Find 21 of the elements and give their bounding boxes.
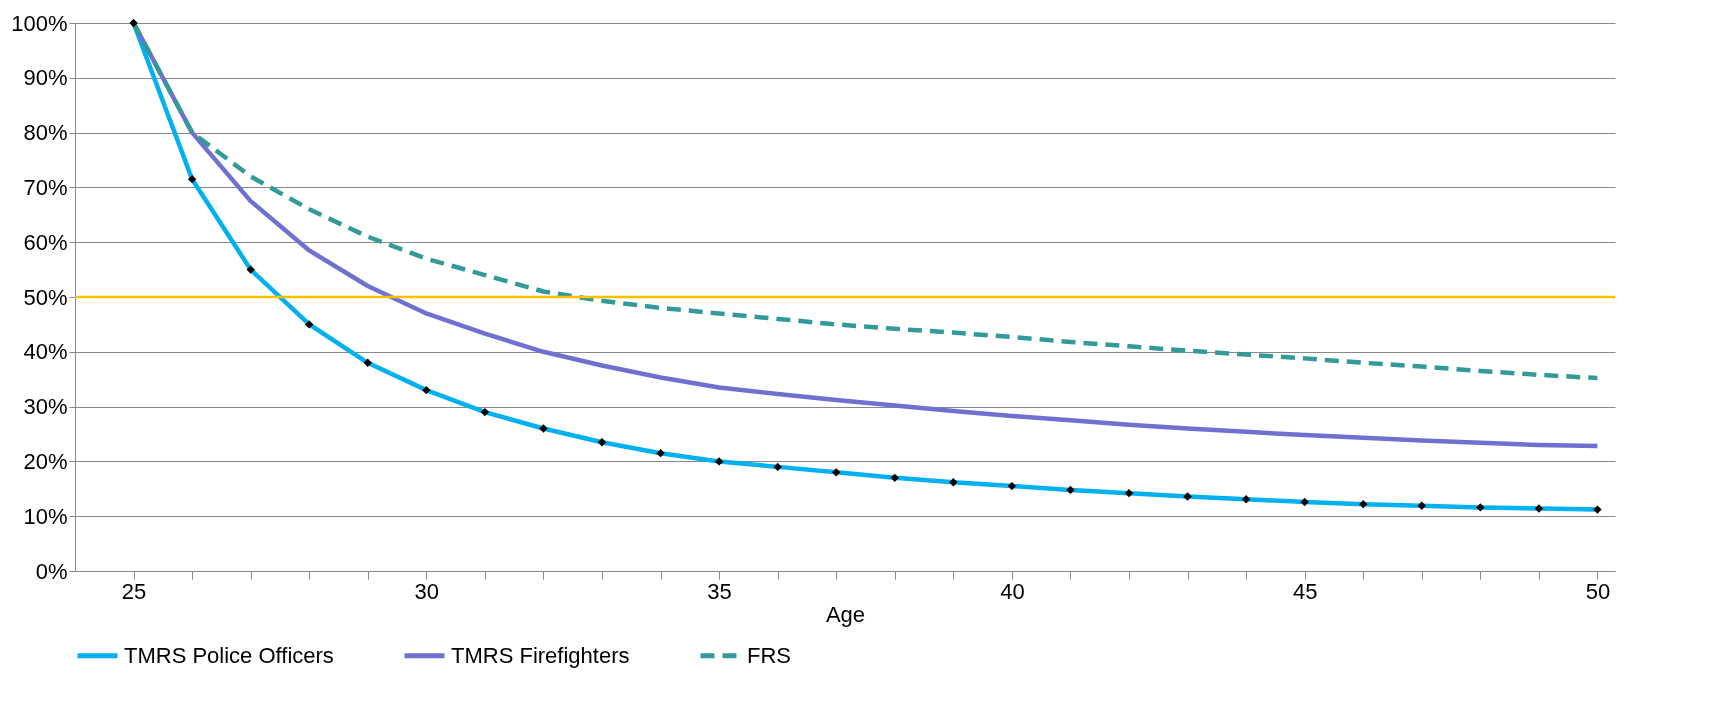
- y-tick-label: 70%: [23, 174, 68, 200]
- x-tick-label: 40: [1000, 578, 1025, 604]
- legend-label: TMRS Firefighters: [451, 642, 630, 668]
- y-tick-label: 20%: [23, 448, 68, 474]
- y-tick-label: 60%: [23, 229, 68, 255]
- y-tick-label: 40%: [23, 339, 68, 365]
- x-tick-label: 35: [707, 578, 732, 604]
- y-tick-label: 50%: [23, 284, 68, 310]
- y-tick-label: 0%: [35, 558, 68, 584]
- y-tick-label: 90%: [23, 65, 68, 91]
- x-tick-label: 50: [1585, 578, 1611, 604]
- x-axis-title: Age: [825, 601, 866, 627]
- legend-label: TMRS Police Officers: [124, 642, 334, 668]
- y-tick-label: 10%: [23, 503, 68, 529]
- y-tick-label: 80%: [23, 120, 68, 146]
- y-tick-label: 100%: [11, 10, 68, 36]
- x-tick-label: 45: [1292, 578, 1318, 604]
- x-tick-label: 30: [414, 578, 440, 604]
- y-tick-label: 30%: [23, 394, 68, 420]
- legend-label: FRS: [747, 642, 791, 668]
- x-tick-label: 25: [121, 578, 147, 604]
